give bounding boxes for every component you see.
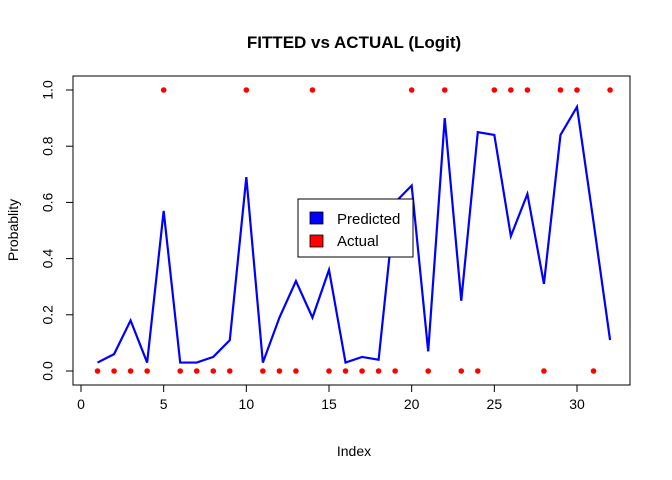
x-tick-label: 0 [77,396,85,412]
data-point-actual [425,368,432,374]
x-axis: 0 5 10 15 20 25 30 [77,384,585,412]
y-tick-label: 0.2 [40,305,56,325]
data-point-actual [342,368,349,374]
data-point-actual [160,87,167,93]
series-line-predicted [97,103,612,365]
data-point-actual [127,368,134,374]
legend-swatch-actual [309,234,324,248]
x-axis-label: Index [337,443,371,459]
data-point-actual [276,368,283,374]
data-point-actual [260,368,266,374]
y-axis-label: Probablity [5,199,21,261]
data-point-actual [193,368,200,374]
x-tick-label: 30 [569,396,585,412]
chart-title: FITTED vs ACTUAL (Logit) [247,33,461,52]
y-tick-label: 1.0 [40,80,56,100]
data-point-actual [144,368,150,374]
data-point-actual [227,368,233,374]
data-point-actual [408,87,415,93]
data-point-actual [359,368,365,374]
data-point-actual [557,87,564,93]
data-point-actual [541,368,547,374]
data-point-actual [574,87,580,93]
data-point-actual [524,87,531,93]
data-point-actual [441,87,448,93]
data-point-actual [508,87,514,93]
x-tick-label: 20 [404,396,420,412]
data-point-actual [475,368,481,374]
legend-label-actual: Actual [337,233,379,250]
data-point-actual [111,368,117,374]
data-point-actual [375,368,382,374]
legend-label-predicted: Predicted [337,211,400,228]
data-point-actual [392,368,398,374]
y-tick-label: 0.6 [40,192,56,212]
data-point-actual [94,368,101,374]
legend-swatch-predicted [309,211,324,225]
y-tick-label: 0.4 [40,249,56,269]
data-point-actual [491,87,498,93]
data-point-actual [326,368,332,374]
x-tick-label: 5 [160,396,168,412]
data-point-actual [293,368,299,374]
legend: Predicted Actual [297,198,414,258]
y-tick-label: 0.0 [40,361,56,381]
series-layer [94,87,613,374]
data-point-actual [177,368,183,374]
data-point-actual [309,87,316,93]
x-tick-label: 10 [239,396,255,412]
data-point-actual [243,87,250,93]
data-point-actual [607,87,613,93]
data-point-actual [458,368,465,374]
data-point-actual [210,368,217,374]
y-tick-label: 0.8 [40,136,56,156]
x-tick-label: 15 [321,396,337,412]
data-point-actual [590,368,597,374]
y-axis: 0.0 0.2 0.4 0.6 0.8 1.0 [40,80,74,381]
x-tick-label: 25 [487,396,503,412]
